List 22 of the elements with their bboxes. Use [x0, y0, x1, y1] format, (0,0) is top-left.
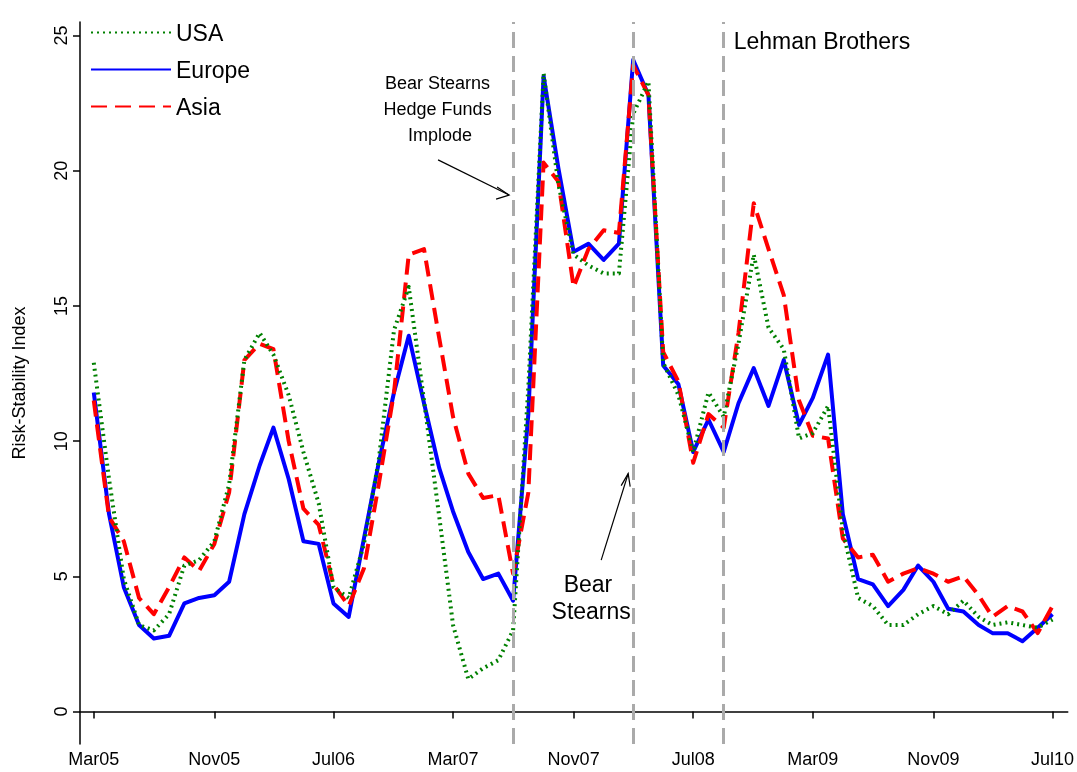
- y-tick-label: 15: [51, 295, 71, 316]
- ref-line-label: Lehman Brothers: [733, 27, 911, 54]
- y-tick-label: 0: [51, 706, 71, 717]
- x-tick-label: Jul08: [671, 749, 715, 769]
- ref-line-label: Bear Stearns: [551, 571, 631, 625]
- y-axis-title: Risk-Stability Index: [9, 306, 29, 460]
- x-tick-label: Nov05: [188, 749, 241, 769]
- y-tick-label: 25: [51, 25, 71, 46]
- y-tick-label: 20: [51, 160, 71, 181]
- x-tick-label: Jul06: [311, 749, 355, 769]
- x-tick-label: Jul10: [1030, 749, 1074, 769]
- legend-label: USA: [176, 19, 224, 46]
- y-tick-label: 10: [51, 431, 71, 452]
- y-tick-label: 5: [51, 571, 71, 582]
- legend-label: Asia: [176, 93, 221, 120]
- x-tick-label: Nov07: [547, 749, 600, 769]
- x-tick-label: Mar07: [427, 749, 479, 769]
- x-tick-label: Mar05: [68, 749, 120, 769]
- x-tick-label: Mar09: [787, 749, 839, 769]
- x-tick-label: Nov09: [907, 749, 960, 769]
- legend-label: Europe: [176, 56, 251, 83]
- ref-line-label: Bear Stearns Hedge Funds Implode: [383, 72, 497, 145]
